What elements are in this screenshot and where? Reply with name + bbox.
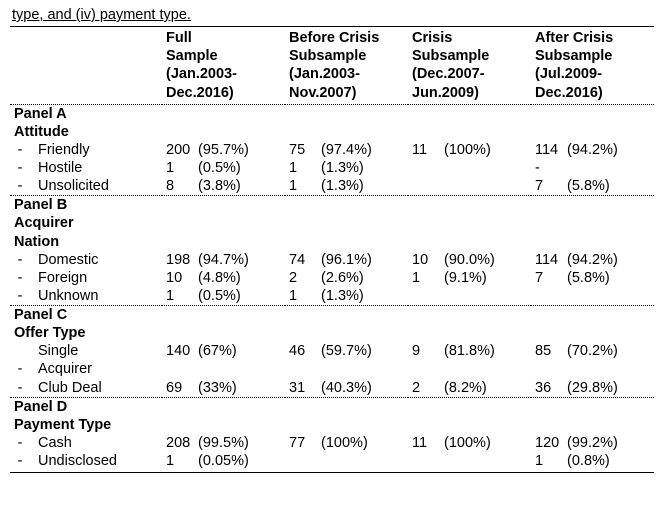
row-label: -Undisclosed [10,452,162,473]
col-crisis-cell: 10 (90.0%) [408,251,531,269]
panel-c-heading: Panel COffer Type [10,306,162,343]
panel-a: Panel AAttitude-Friendly200 (95.7%)75 (9… [10,104,654,196]
row-label: -Unknown [10,287,162,306]
col-before-cell: 31 (40.3%) [285,379,408,398]
row-label: -Domestic [10,251,162,269]
row-label: -Cash [10,434,162,452]
empty-cell [285,104,408,141]
col-before-cell: 46 (59.7%) [285,342,408,378]
col-before-cell: 75 (97.4%) [285,141,408,159]
panel-b-heading: Panel BAcquirerNation [10,196,162,251]
col-after-cell: 1 (0.8%) [531,452,654,473]
table-row: -Undisclosed1 (0.05%) 1 (0.8%) [10,452,654,473]
col-after-cell: 7 (5.8%) [531,177,654,196]
col-full-cell: 1 (0.5%) [162,159,285,177]
col-after-cell: 85 (70.2%) [531,342,654,378]
col-before-cell: 77 (100%) [285,434,408,452]
col-crisis-cell [408,287,531,306]
col-crisis-cell [408,177,531,196]
summary-table: FullSample(Jan.2003-Dec.2016)Before Cris… [10,26,654,473]
empty-cell [531,306,654,343]
col-before-cell: 1 (1.3%) [285,177,408,196]
empty-cell [285,306,408,343]
table-row: -Hostile1 (0.5%)1 (1.3%) - [10,159,654,177]
panel-c: Panel COffer Type-SingleAcquirer140 (67%… [10,306,654,398]
col-after-cell: 120 (99.2%) [531,434,654,452]
row-label: -Friendly [10,141,162,159]
row-label: -Unsolicited [10,177,162,196]
col-crisis-cell: 11 (100%) [408,141,531,159]
table-row: -Friendly200 (95.7%)75 (97.4%)11 (100%)1… [10,141,654,159]
col-crisis-cell: 1 (9.1%) [408,269,531,287]
empty-cell [162,196,285,251]
col-full-cell: 208 (99.5%) [162,434,285,452]
empty-cell [408,397,531,434]
empty-cell [162,104,285,141]
panel-b: Panel BAcquirerNation-Domestic198 (94.7%… [10,196,654,306]
col-after-cell: 36 (29.8%) [531,379,654,398]
empty-cell [162,397,285,434]
col-crisis-cell [408,159,531,177]
row-label: -Hostile [10,159,162,177]
row-label: -Club Deal [10,379,162,398]
empty-cell [285,397,408,434]
empty-cell [408,196,531,251]
empty-cell [285,196,408,251]
col-before-cell: 1 (1.3%) [285,159,408,177]
col-full-cell: 1 (0.5%) [162,287,285,306]
empty-cell [408,104,531,141]
table-row: -Foreign10 (4.8%)2 (2.6%)1 (9.1%)7 (5.8%… [10,269,654,287]
empty-cell [531,397,654,434]
col-crisis-cell: 9 (81.8%) [408,342,531,378]
table-header: FullSample(Jan.2003-Dec.2016)Before Cris… [10,27,654,105]
empty-cell [408,306,531,343]
table-row: -Unsolicited8 (3.8%)1 (1.3%) 7 (5.8%) [10,177,654,196]
col-before-cell [285,452,408,473]
row-label: -Foreign [10,269,162,287]
col-after-cell: - [531,159,654,177]
col-before-header: Before CrisisSubsample(Jan.2003-Nov.2007… [285,27,408,105]
col-before-cell: 1 (1.3%) [285,287,408,306]
col-full-cell: 140 (67%) [162,342,285,378]
empty-cell [162,306,285,343]
col-full-cell: 8 (3.8%) [162,177,285,196]
table-row: -Club Deal69 (33%)31 (40.3%)2 (8.2%)36 (… [10,379,654,398]
header-blank [10,27,162,105]
col-crisis-cell [408,452,531,473]
col-before-cell: 74 (96.1%) [285,251,408,269]
col-crisis-cell: 11 (100%) [408,434,531,452]
table-caption-fragment: type, and (iv) payment type. [12,6,647,24]
panel-d-heading: Panel DPayment Type [10,397,162,434]
panel-d: Panel DPayment Type-Cash208 (99.5%)77 (1… [10,397,654,473]
table-row: -Domestic198 (94.7%)74 (96.1%)10 (90.0%)… [10,251,654,269]
col-full-header: FullSample(Jan.2003-Dec.2016) [162,27,285,105]
col-full-cell: 69 (33%) [162,379,285,398]
table-row: -Cash208 (99.5%)77 (100%)11 (100%)120 (9… [10,434,654,452]
row-label: -SingleAcquirer [10,342,162,378]
empty-cell [531,196,654,251]
panel-a-heading: Panel AAttitude [10,104,162,141]
col-after-header: After CrisisSubsample(Jul.2009-Dec.2016) [531,27,654,105]
col-full-cell: 200 (95.7%) [162,141,285,159]
col-before-cell: 2 (2.6%) [285,269,408,287]
col-crisis-header: CrisisSubsample(Dec.2007-Jun.2009) [408,27,531,105]
col-full-cell: 10 (4.8%) [162,269,285,287]
col-after-cell: 114 (94.2%) [531,141,654,159]
col-after-cell: 7 (5.8%) [531,269,654,287]
empty-cell [531,104,654,141]
col-after-cell [531,287,654,306]
col-full-cell: 1 (0.05%) [162,452,285,473]
table-row: -Unknown1 (0.5%)1 (1.3%) [10,287,654,306]
table-row: -SingleAcquirer140 (67%)46 (59.7%)9 (81.… [10,342,654,378]
col-crisis-cell: 2 (8.2%) [408,379,531,398]
col-after-cell: 114 (94.2%) [531,251,654,269]
col-full-cell: 198 (94.7%) [162,251,285,269]
